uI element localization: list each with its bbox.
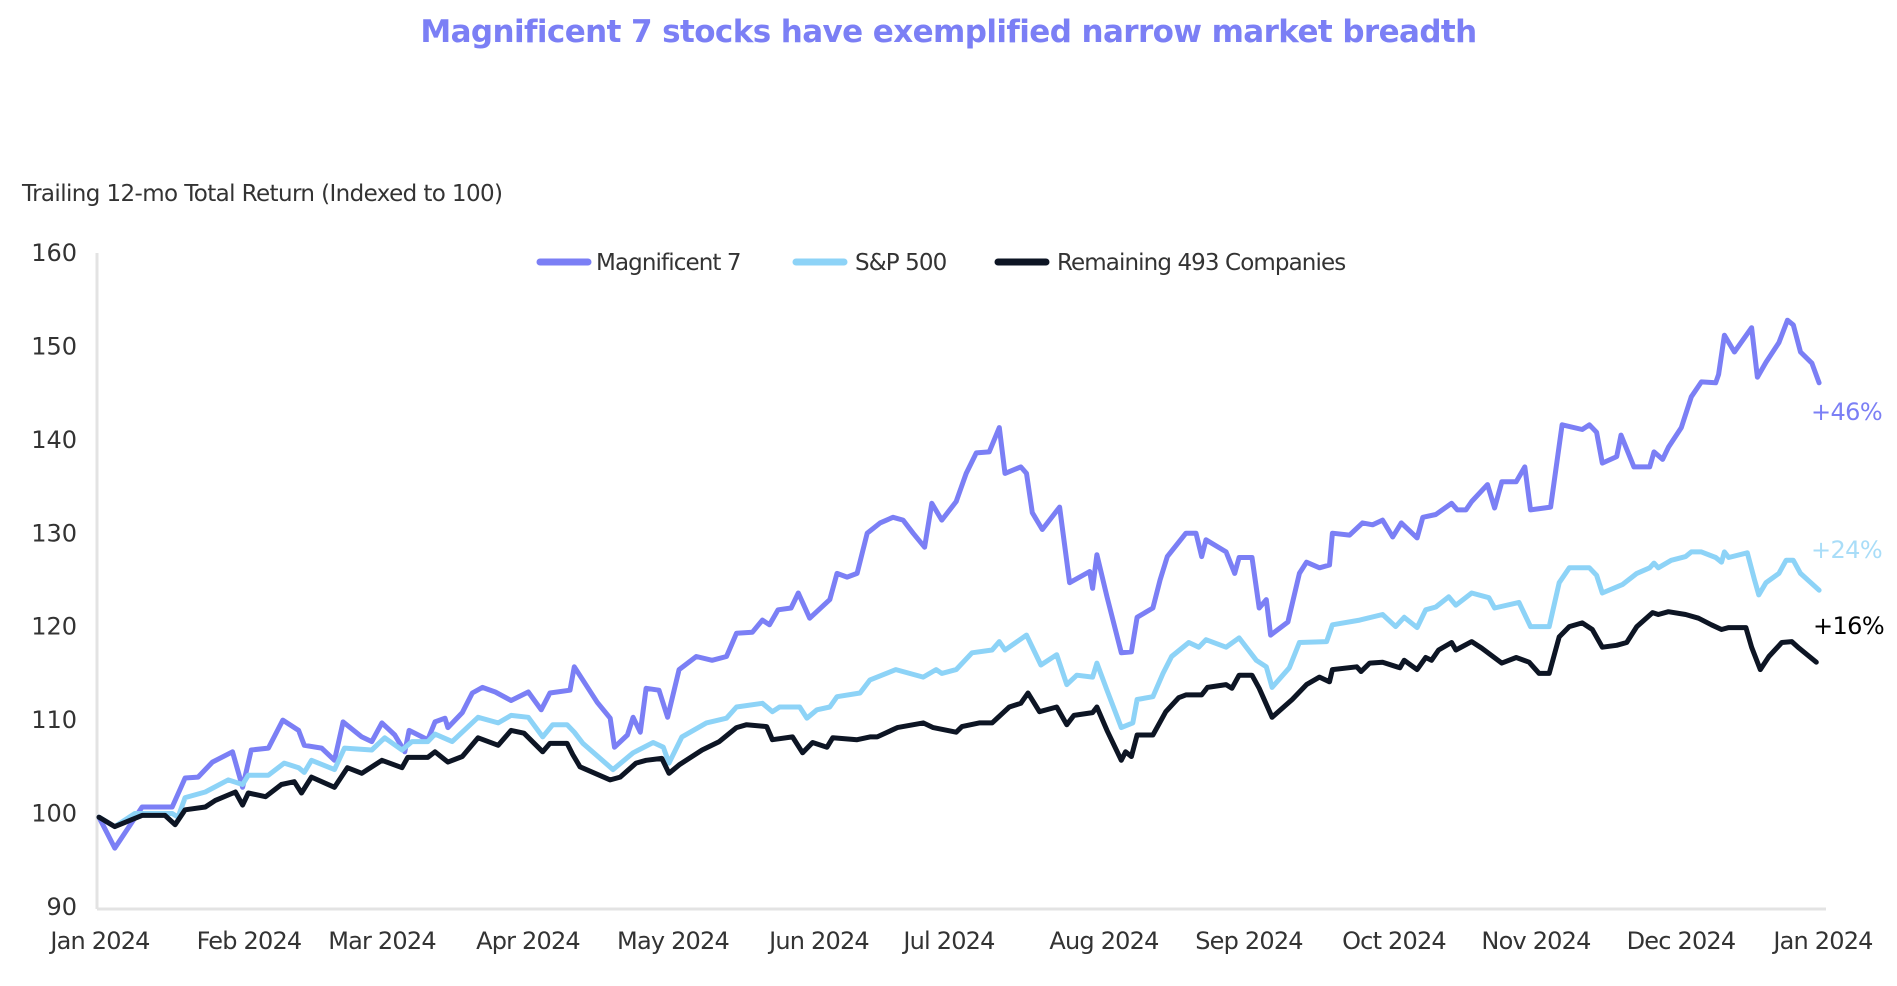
legend-label: S&P 500: [855, 250, 947, 276]
x-tick-label: Sep 2024: [1195, 927, 1303, 955]
x-tick-label: Jan 2024: [1771, 927, 1872, 955]
x-tick-label: May 2024: [617, 927, 729, 955]
x-tick-label: Nov 2024: [1481, 927, 1590, 955]
x-tick-label: Aug 2024: [1049, 927, 1158, 955]
x-tick-label: Apr 2024: [476, 927, 580, 955]
x-tick-label: Oct 2024: [1342, 927, 1446, 955]
end-labels: +46% +24% +16%: [1811, 398, 1885, 640]
series-layer: [96, 317, 1822, 851]
y-tick-label: 120: [31, 613, 77, 641]
series-line-remaining-493-companies: [96, 609, 1819, 830]
x-tick-label: Jan 2024: [48, 927, 149, 955]
y-axis-ticks: 160 150 140 130 120 110 100 90: [31, 239, 77, 921]
x-tick-label: Dec 2024: [1627, 927, 1736, 955]
end-value-label: +24%: [1811, 536, 1882, 564]
series-line-s-p-500: [96, 549, 1822, 830]
y-tick-label: 130: [31, 519, 77, 547]
legend-label: Remaining 493 Companies: [1057, 250, 1345, 276]
y-tick-label: 140: [31, 426, 77, 454]
chart-title: Magnificent 7 stocks have exemplified na…: [420, 14, 1477, 50]
y-tick-label: 160: [31, 239, 77, 267]
x-tick-label: Jun 2024: [767, 927, 869, 955]
x-axis-ticks: Jan 2024 Feb 2024 Mar 2024 Apr 2024 May 2024…: [48, 927, 1873, 955]
y-tick-label: 150: [31, 332, 77, 360]
legend: Magnificent 7 S&P 500 Remaining 493 Compan…: [536, 250, 1346, 276]
series-line-magnificent-7: [96, 317, 1822, 851]
y-axis-title: Trailing 12-mo Total Return (Indexed to …: [21, 181, 502, 207]
y-tick-label: 100: [31, 800, 77, 828]
legend-label: Magnificent 7: [596, 250, 741, 276]
x-tick-label: Jul 2024: [901, 927, 994, 955]
end-value-label: +46%: [1811, 398, 1882, 426]
x-tick-label: Feb 2024: [197, 927, 302, 955]
y-tick-label: 90: [46, 893, 77, 921]
y-tick-label: 110: [31, 706, 77, 734]
end-value-label: +16%: [1813, 612, 1884, 640]
x-tick-label: Mar 2024: [328, 927, 436, 955]
